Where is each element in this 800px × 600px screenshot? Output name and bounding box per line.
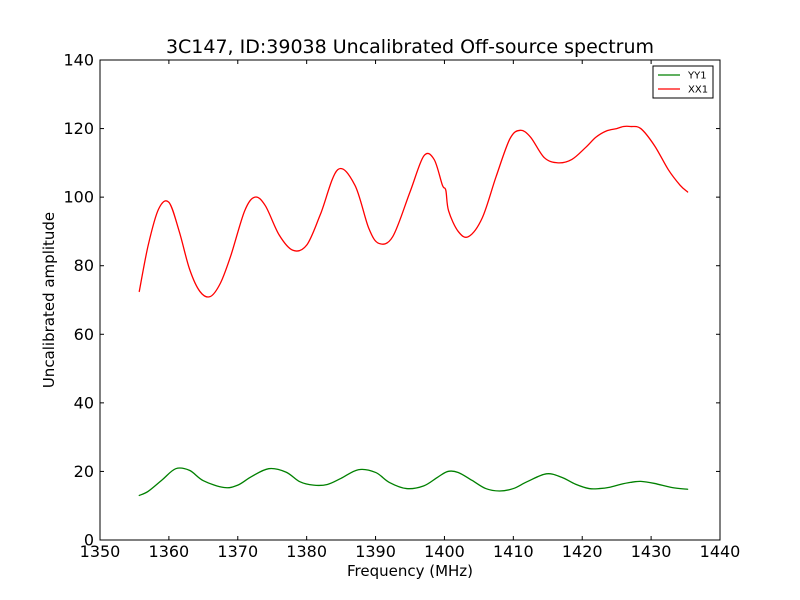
- x-tick-label: 1430: [631, 542, 672, 561]
- y-tick-label: 60: [74, 325, 94, 344]
- x-tick-label: 1400: [424, 542, 465, 561]
- x-tick-label: 1390: [355, 542, 396, 561]
- plot-frame: [99, 59, 721, 541]
- series-lines: [138, 125, 689, 497]
- legend-box: [652, 65, 714, 99]
- chart-title: 3C147, ID:39038 Uncalibrated Off-source …: [166, 36, 654, 58]
- y-tick-label: 80: [74, 256, 94, 275]
- x-tick-label: 1410: [493, 542, 534, 561]
- y-axis-label: Uncalibrated amplitude: [40, 212, 58, 388]
- y-tick-label: 20: [74, 462, 94, 481]
- x-tick-label: 1370: [217, 542, 258, 561]
- x-axis-label: Frequency (MHz): [347, 562, 473, 580]
- y-tick-label: 100: [63, 188, 94, 207]
- x-tick-label: 1440: [700, 542, 741, 561]
- y-tick-label: 140: [63, 51, 94, 70]
- series-line-xx1: [138, 125, 689, 298]
- y-tick-label: 40: [74, 393, 94, 412]
- axis-ticks: 1350 1360 1370 1380 1390 1400 1410 1420 1430 1440…: [63, 51, 740, 562]
- x-tick-label: 1350: [80, 542, 121, 561]
- y-tick-label: 120: [63, 119, 94, 138]
- x-tick-label: 1420: [562, 542, 603, 561]
- series-line-yy1: [138, 467, 689, 497]
- legend-label-yy1: YY1: [687, 71, 707, 82]
- y-tick-label: 0: [84, 531, 94, 550]
- legend-label-xx1: XX1: [688, 85, 708, 96]
- x-tick-label: 1360: [149, 542, 190, 561]
- x-tick-label: 1380: [286, 542, 327, 561]
- legend: YY1 XX1: [652, 65, 714, 99]
